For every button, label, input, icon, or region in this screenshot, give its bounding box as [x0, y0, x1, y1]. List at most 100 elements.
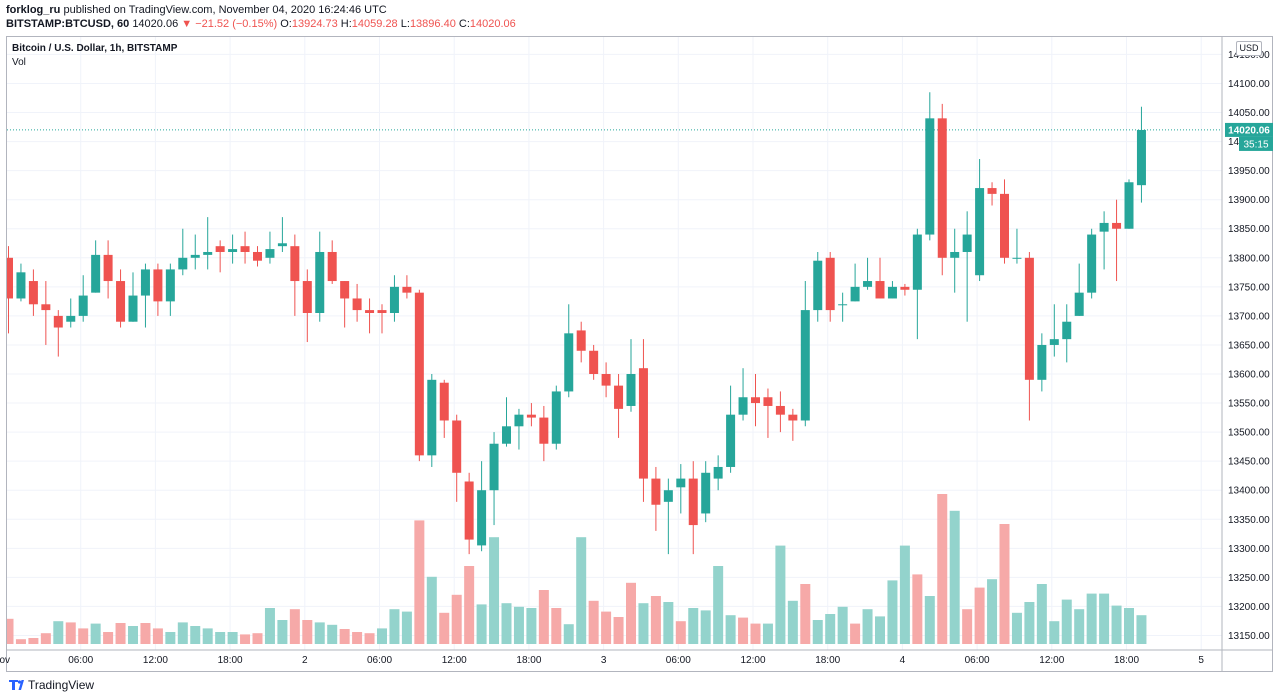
candle-body[interactable] — [140, 269, 150, 296]
candle-body[interactable] — [66, 315, 76, 322]
candle-body[interactable] — [315, 251, 325, 313]
candle-body[interactable] — [626, 374, 636, 406]
candle-body[interactable] — [912, 234, 922, 290]
volume-bar[interactable] — [28, 638, 39, 644]
volume-bar[interactable] — [215, 632, 226, 644]
candle-body[interactable] — [340, 281, 350, 299]
volume-bar[interactable] — [551, 608, 562, 644]
volume-bar[interactable] — [850, 623, 861, 644]
candle-body[interactable] — [800, 310, 810, 421]
candle-body[interactable] — [1000, 193, 1009, 258]
candle-body[interactable] — [701, 472, 711, 514]
volume-bar[interactable] — [115, 623, 126, 644]
volume-bar[interactable] — [177, 622, 188, 644]
volume-bar[interactable] — [688, 608, 699, 644]
candle-body[interactable] — [78, 295, 88, 316]
volume-bar[interactable] — [626, 582, 636, 644]
candle-body[interactable] — [128, 295, 138, 322]
volume-bar[interactable] — [377, 628, 387, 644]
candle-body[interactable] — [228, 249, 238, 252]
candle-body[interactable] — [713, 466, 723, 479]
candle-body[interactable] — [614, 385, 624, 409]
candle-body[interactable] — [352, 298, 362, 311]
candle-body[interactable] — [813, 260, 823, 311]
candle-body[interactable] — [875, 281, 885, 299]
volume-bar[interactable] — [650, 596, 661, 644]
candle-body[interactable] — [676, 478, 686, 488]
candle-body[interactable] — [738, 397, 748, 415]
volume-bar[interactable] — [314, 622, 325, 644]
volume-bar[interactable] — [65, 622, 76, 644]
candle-body[interactable] — [775, 405, 785, 415]
volume-bar[interactable] — [439, 612, 450, 644]
candle-body[interactable] — [551, 391, 561, 444]
volume-bar[interactable] — [837, 606, 848, 644]
volume-bar[interactable] — [513, 606, 524, 644]
currency-button[interactable]: USD — [1236, 41, 1262, 56]
candle-body[interactable] — [377, 310, 387, 313]
candle-body[interactable] — [389, 286, 399, 313]
candle-body[interactable] — [116, 281, 126, 322]
volume-bar[interactable] — [912, 574, 923, 644]
candle-body[interactable] — [464, 481, 474, 540]
volume-bar[interactable] — [526, 608, 537, 644]
volume-bar[interactable] — [227, 632, 238, 644]
volume-bar[interactable] — [924, 596, 935, 644]
chart-frame[interactable] — [6, 36, 1273, 672]
candle-body[interactable] — [165, 269, 175, 302]
volume-bar[interactable] — [775, 545, 786, 644]
volume-bar[interactable] — [289, 609, 300, 644]
volume-bar[interactable] — [750, 623, 761, 644]
candle-body[interactable] — [838, 304, 848, 306]
volume-bar[interactable] — [1024, 602, 1035, 644]
candle-body[interactable] — [601, 374, 611, 386]
candle-body[interactable] — [1074, 292, 1084, 316]
candle-body[interactable] — [477, 490, 487, 546]
candle-body[interactable] — [1124, 182, 1134, 229]
volume-bar[interactable] — [1036, 584, 1047, 644]
candle-body[interactable] — [788, 414, 798, 421]
candle-body[interactable] — [900, 286, 910, 290]
volume-bar[interactable] — [937, 494, 948, 644]
volume-bar[interactable] — [1061, 599, 1072, 644]
volume-bar[interactable] — [140, 623, 151, 644]
volume-bar[interactable] — [812, 620, 823, 644]
candle-body[interactable] — [153, 269, 163, 302]
candle-body[interactable] — [1112, 222, 1122, 229]
candle-body[interactable] — [1087, 234, 1097, 293]
candle-body[interactable] — [53, 315, 63, 328]
volume-bar[interactable] — [800, 584, 811, 644]
volume-bar[interactable] — [339, 629, 350, 644]
volume-bar[interactable] — [1099, 593, 1110, 644]
volume-bar[interactable] — [401, 611, 412, 644]
candle-body[interactable] — [1136, 129, 1146, 186]
candle-body[interactable] — [950, 251, 960, 258]
candle-body[interactable] — [564, 333, 574, 392]
volume-bar[interactable] — [277, 620, 288, 644]
volume-bar[interactable] — [1136, 615, 1147, 644]
candle-body[interactable] — [987, 188, 997, 194]
volume-bar[interactable] — [1074, 609, 1085, 644]
volume-bar[interactable] — [53, 621, 64, 644]
volume-bar[interactable] — [90, 623, 101, 644]
candle-body[interactable] — [589, 350, 599, 375]
candle-body[interactable] — [1099, 222, 1109, 232]
volume-bar[interactable] — [389, 609, 400, 644]
volume-bar[interactable] — [974, 587, 985, 644]
volume-bar[interactable] — [165, 632, 176, 644]
candle-body[interactable] — [4, 257, 13, 299]
volume-bar[interactable] — [1111, 605, 1122, 644]
volume-bar[interactable] — [675, 621, 686, 644]
candle-body[interactable] — [850, 286, 860, 302]
candle-body[interactable] — [91, 254, 101, 293]
volume-bar[interactable] — [588, 600, 599, 644]
volume-bar[interactable] — [613, 617, 624, 644]
volume-bar[interactable] — [762, 623, 773, 644]
candle-body[interactable] — [514, 414, 524, 427]
volume-bar[interactable] — [476, 604, 487, 644]
candle-body[interactable] — [751, 397, 760, 404]
volume-bar[interactable] — [464, 566, 475, 644]
volume-bar[interactable] — [252, 633, 263, 644]
candle-body[interactable] — [925, 118, 935, 235]
